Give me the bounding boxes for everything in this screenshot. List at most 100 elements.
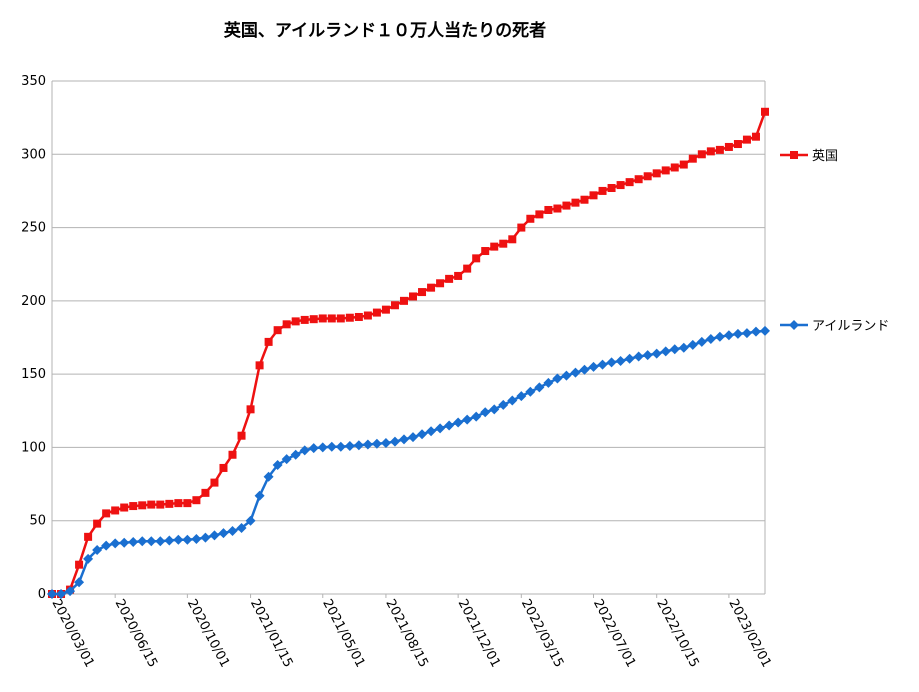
marker (65, 586, 76, 597)
marker (309, 315, 318, 324)
marker (264, 337, 273, 346)
x-tick-label: 2021/12/01 (455, 597, 503, 670)
marker (200, 532, 211, 543)
marker (408, 432, 419, 443)
marker (83, 553, 94, 564)
x-tick-label: 2022/03/15 (518, 597, 566, 670)
marker (174, 499, 183, 508)
marker (453, 417, 464, 428)
marker (463, 264, 472, 273)
marker (129, 502, 138, 511)
marker (543, 377, 554, 388)
marker (534, 382, 545, 393)
marker (128, 536, 139, 547)
marker (508, 235, 517, 244)
marker (182, 534, 193, 545)
x-tick-label: 2021/08/15 (382, 597, 430, 670)
marker (535, 210, 544, 219)
marker (138, 501, 147, 510)
marker (526, 214, 535, 223)
marker (436, 279, 445, 288)
marker (652, 169, 661, 178)
marker (299, 445, 310, 456)
marker (462, 414, 473, 425)
marker (317, 442, 328, 453)
marker (588, 361, 599, 372)
y-tick-label: 250 (21, 221, 46, 236)
marker (761, 107, 769, 116)
marker (490, 242, 499, 251)
marker (282, 320, 291, 329)
marker (706, 147, 715, 156)
y-tick-label: 0 (38, 587, 46, 602)
marker (93, 519, 102, 528)
marker (336, 314, 345, 323)
marker (454, 271, 463, 280)
legend-marker (789, 320, 799, 330)
marker (598, 186, 607, 195)
marker (471, 411, 482, 422)
y-tick-label: 50 (29, 514, 46, 529)
marker (445, 274, 454, 283)
marker (290, 449, 301, 460)
marker (291, 317, 300, 326)
marker (210, 478, 219, 487)
marker (678, 342, 689, 353)
marker (228, 450, 237, 459)
marker (75, 560, 84, 569)
marker (480, 407, 491, 418)
marker (670, 163, 679, 172)
marker (219, 463, 228, 472)
y-tick-label: 300 (21, 147, 46, 162)
marker (472, 254, 481, 263)
marker (254, 490, 265, 501)
marker (101, 540, 112, 551)
marker (218, 528, 229, 539)
marker (580, 195, 589, 204)
marker (427, 283, 436, 292)
marker (507, 395, 518, 406)
marker (191, 534, 202, 545)
marker (579, 364, 590, 375)
marker (418, 288, 427, 297)
marker (669, 344, 680, 355)
marker (164, 535, 175, 546)
marker (92, 545, 103, 556)
marker (326, 441, 337, 452)
marker (481, 247, 490, 256)
marker (236, 523, 247, 534)
marker (363, 311, 372, 320)
marker (344, 440, 355, 451)
marker (724, 142, 733, 151)
marker (409, 292, 418, 301)
marker (137, 536, 148, 547)
marker (498, 399, 509, 410)
marker (517, 223, 526, 232)
marker (760, 325, 770, 336)
marker (624, 353, 635, 364)
marker (651, 348, 662, 359)
marker (201, 488, 210, 497)
marker (625, 178, 634, 187)
marker (255, 361, 264, 370)
marker (237, 431, 246, 440)
marker (732, 328, 743, 339)
marker (300, 315, 309, 324)
marker (606, 357, 617, 368)
marker (318, 314, 327, 323)
x-tick-label: 2020/06/15 (112, 597, 160, 670)
marker (155, 536, 166, 547)
marker (84, 532, 93, 541)
marker (516, 391, 527, 402)
y-tick-label: 350 (21, 74, 46, 89)
marker (723, 330, 734, 341)
marker (615, 355, 626, 366)
marker (362, 439, 373, 450)
x-tick-label: 2020/10/01 (184, 597, 232, 670)
marker (552, 373, 563, 384)
y-tick-label: 150 (21, 367, 46, 382)
chart-title: 英国、アイルランド１０万人当たりの死者 (224, 20, 546, 41)
marker (489, 404, 500, 415)
marker (634, 175, 643, 184)
